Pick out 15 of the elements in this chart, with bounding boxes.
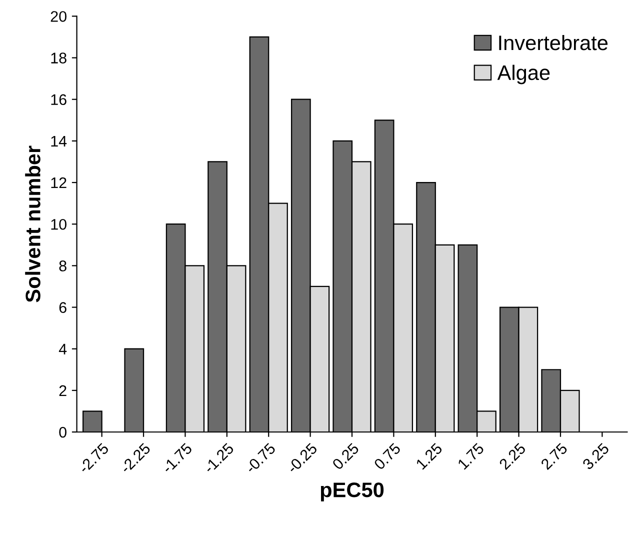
- y-tick-label: 2: [59, 385, 66, 396]
- y-axis-title: Solvent number: [25, 146, 40, 302]
- y-tick-label: 6: [59, 302, 66, 313]
- x-axis-title: pEC50: [320, 482, 384, 502]
- y-tick-label: 0: [59, 426, 66, 438]
- y-tick-label: 12: [51, 177, 66, 188]
- y-tick-label: 10: [51, 218, 66, 230]
- y-tick-label: 14: [51, 136, 67, 146]
- y-tick-label: 8: [59, 260, 66, 272]
- y-tick-label: 16: [51, 94, 66, 106]
- y-tick-label: 4: [58, 344, 67, 354]
- legend-label: Invertebrate: [499, 34, 608, 50]
- y-tick-label: 18: [51, 52, 66, 64]
- legend-label: Algae: [497, 64, 550, 84]
- y-tick-label: 20: [50, 11, 66, 22]
